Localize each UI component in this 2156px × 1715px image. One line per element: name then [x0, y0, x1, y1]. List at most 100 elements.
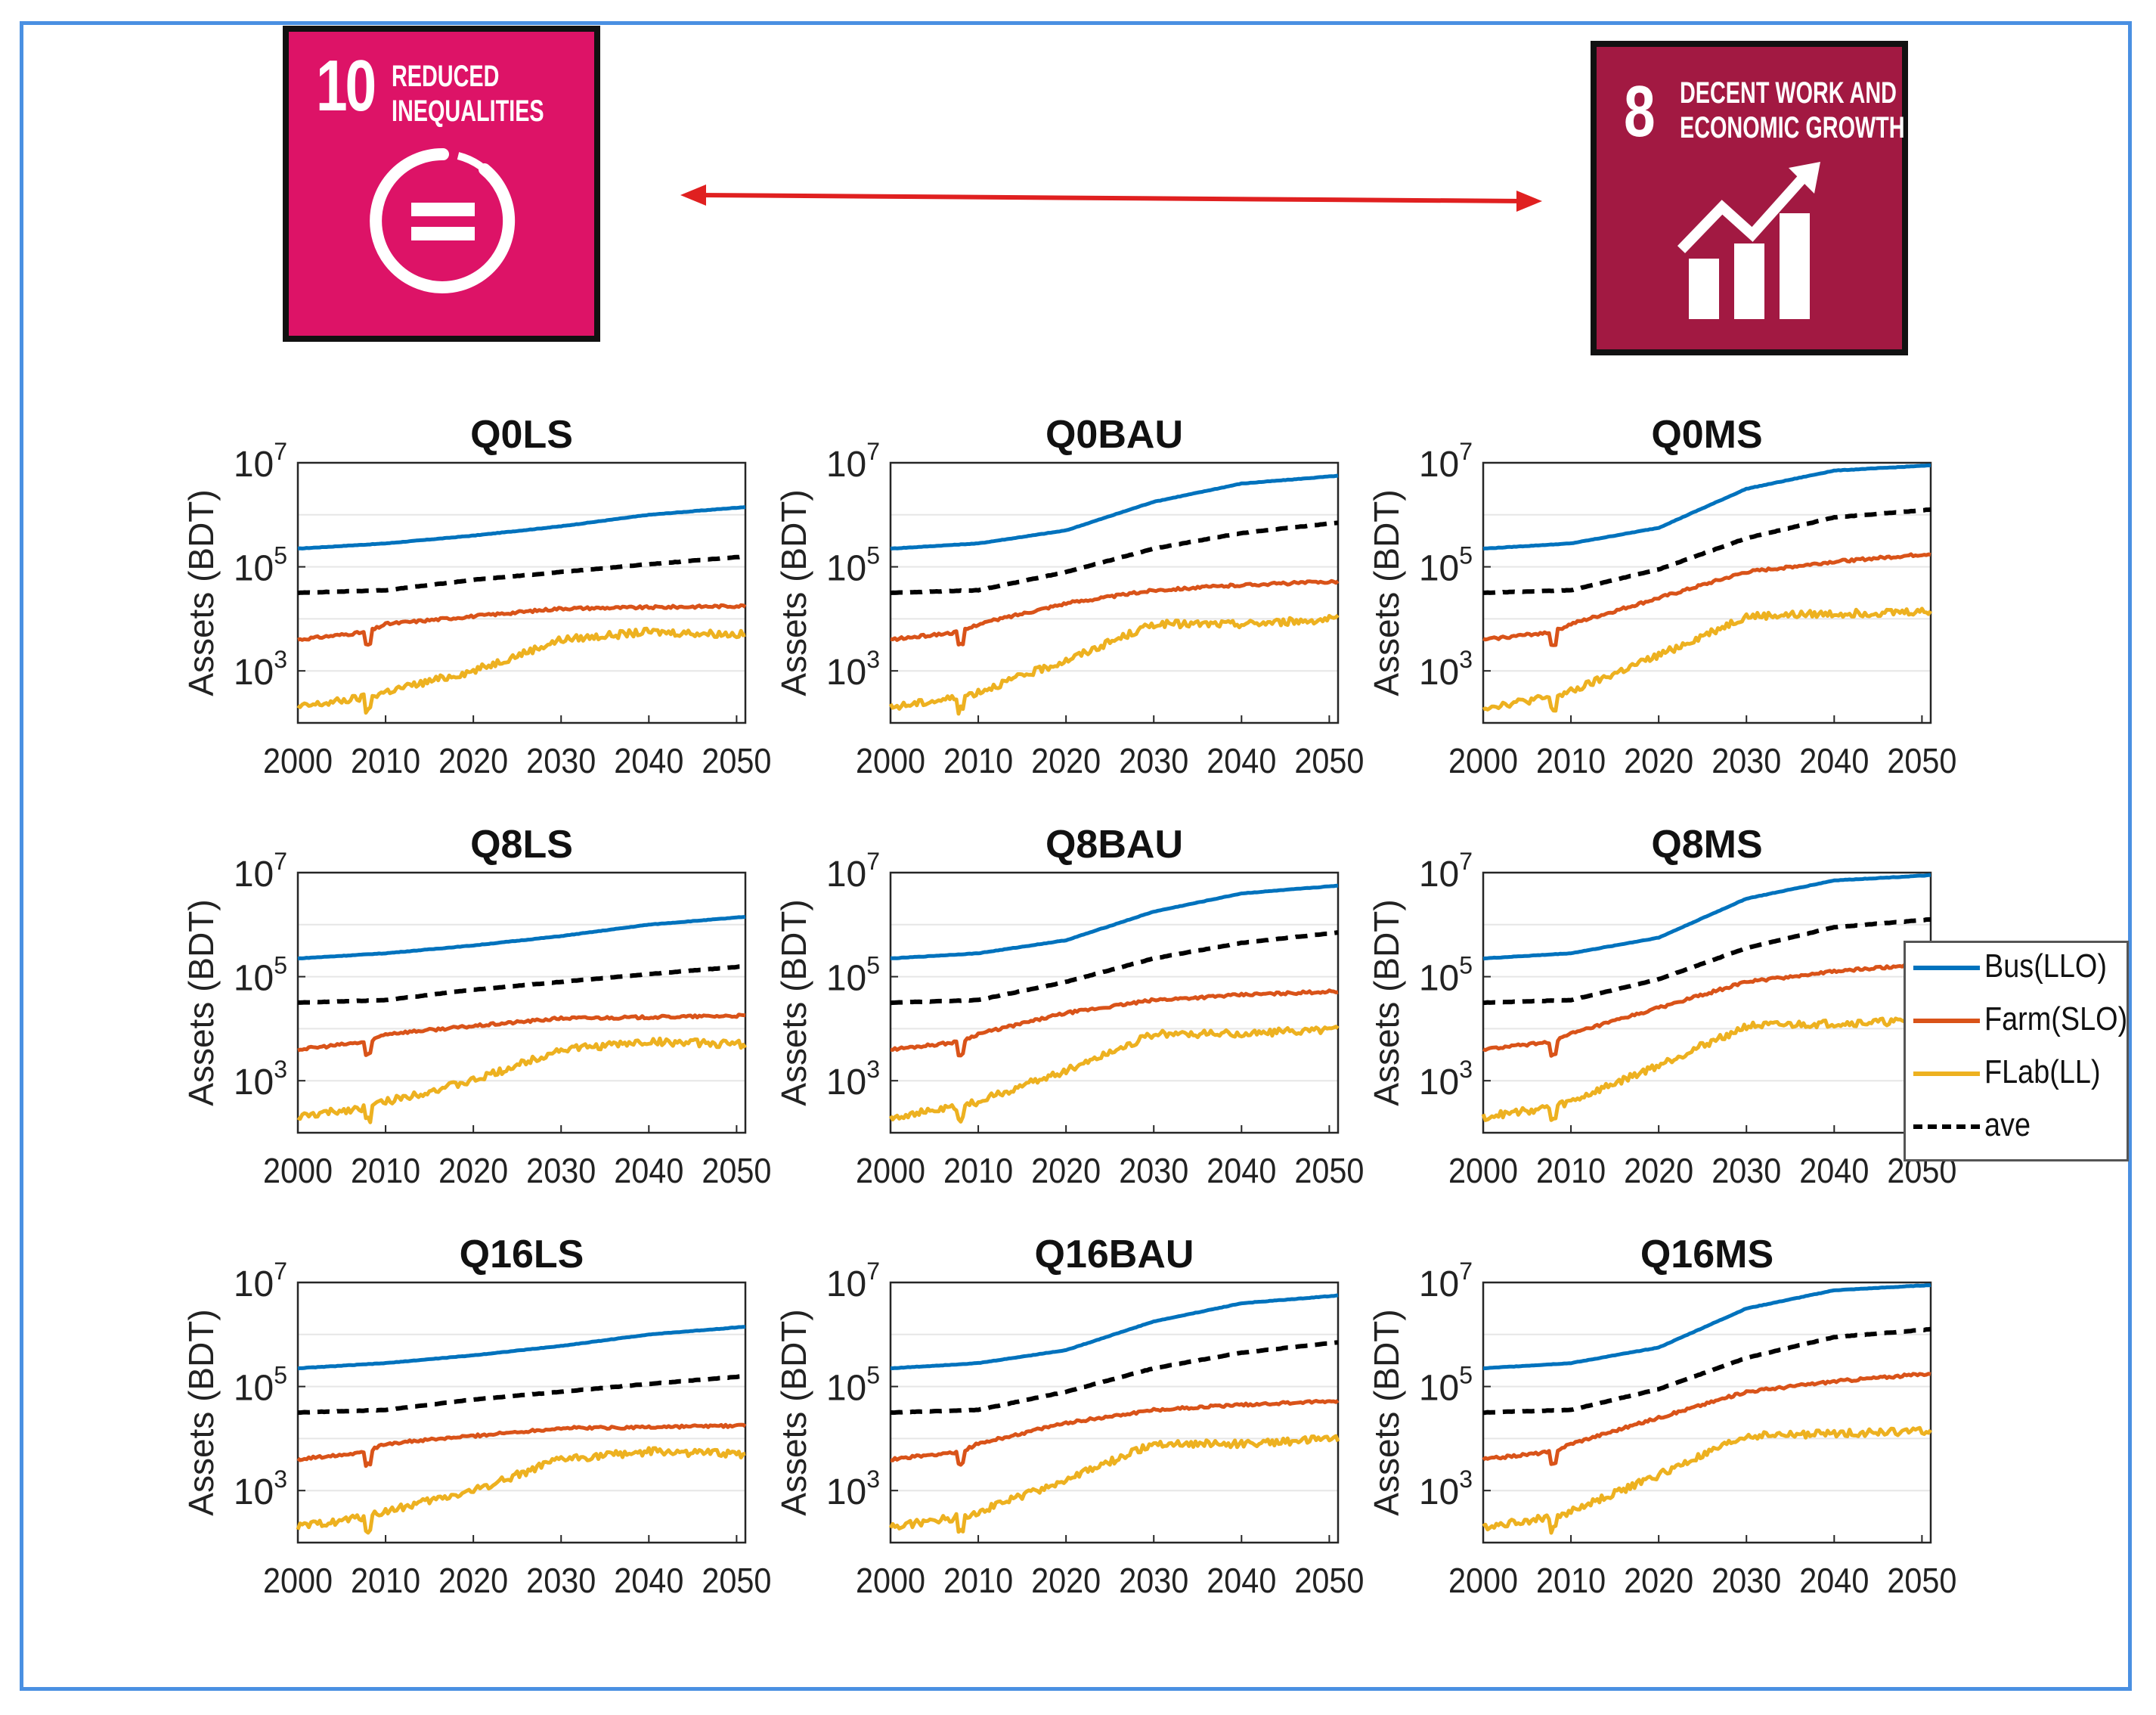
x-tick-label: 2050 [702, 1561, 771, 1601]
chart-title: Q16LS [460, 1233, 584, 1276]
x-tick-label: 2050 [702, 1152, 771, 1191]
x-tick-label: 2040 [1799, 1561, 1869, 1601]
legend-swatch-bus [1913, 966, 1980, 970]
x-tick-label: 2040 [614, 742, 683, 781]
y-tick-exponent: 3 [274, 646, 287, 673]
y-axis-label: Assets (BDT) [1367, 489, 1406, 696]
y-tick-exponent: 7 [1459, 1258, 1473, 1285]
y-tick-label: 103 [1419, 646, 1473, 693]
y-tick-exponent: 3 [866, 1056, 880, 1083]
y-tick-exponent: 7 [866, 848, 880, 875]
equals-circle-icon [370, 147, 516, 293]
y-tick-exponent: 7 [1459, 438, 1473, 465]
series-ave [297, 963, 746, 1005]
x-tick-label: 2020 [438, 1152, 508, 1191]
legend: Bus(LLO) Farm(SLO) FLab(LL) ave [1904, 941, 2129, 1161]
y-tick-exponent: 5 [1459, 1362, 1473, 1389]
y-tick-exponent: 5 [866, 1362, 880, 1389]
sdg10-title-line1: REDUCED [392, 60, 500, 93]
x-tick-label: 2020 [1624, 1152, 1693, 1191]
y-tick-label: 107 [1419, 438, 1473, 485]
chart-title: Q8LS [470, 823, 573, 867]
x-tick-label: 2000 [263, 742, 333, 781]
y-tick-exponent: 3 [866, 1465, 880, 1493]
series-farmslo [1482, 1372, 1931, 1466]
series-busllo [1482, 463, 1931, 551]
y-tick-label: 103 [826, 1056, 880, 1102]
y-tick-exponent: 5 [866, 952, 880, 979]
x-tick-label: 2000 [1448, 1152, 1518, 1191]
y-tick-label: 103 [826, 1465, 880, 1512]
x-tick-label: 2010 [351, 1152, 420, 1191]
x-tick-label: 2040 [1799, 742, 1869, 781]
y-tick-exponent: 5 [274, 952, 287, 979]
chart-title: Q0MS [1651, 413, 1762, 457]
y-axis-label: Assets (BDT) [181, 489, 221, 696]
series-farmslo [891, 1399, 1340, 1467]
chart-q8bau: Q8BAU Assets (BDT) 103 105 107 2000 2010 2020 20… [774, 823, 1364, 1191]
y-tick-exponent: 5 [866, 542, 880, 569]
series-farmslo [296, 1422, 747, 1468]
legend-item-bus: Bus(LLO) [1912, 944, 2123, 990]
x-tick-label: 2020 [1031, 742, 1101, 781]
sdg10-title: REDUCED INEQUALITIES [392, 59, 544, 129]
y-tick-label: 105 [234, 1362, 287, 1409]
y-tick-label: 103 [1419, 1056, 1473, 1102]
x-tick-label: 2010 [943, 1561, 1013, 1601]
chart-q0ms: Q0MS Assets (BDT) 103 105 107 2000 2010 2020 203… [1367, 413, 1956, 781]
x-tick-label: 2030 [1711, 1152, 1781, 1191]
x-tick-label: 2010 [1536, 1561, 1606, 1601]
x-tick-label: 2030 [1711, 742, 1781, 781]
chart-q0ls: Q0LS Assets (BDT) 103 105 107 2000 2010 2020 203… [181, 413, 771, 781]
series-busllo [891, 1293, 1339, 1370]
sdg8-tile: 8 DECENT WORK AND ECONOMIC GROWTH [1591, 41, 1908, 355]
x-tick-label: 2030 [526, 1561, 596, 1601]
series-busllo [297, 505, 746, 550]
y-axis-label: Assets (BDT) [774, 899, 813, 1106]
y-tick-label: 103 [234, 646, 287, 693]
chart-title: Q8MS [1651, 823, 1762, 867]
x-tick-label: 2030 [1119, 1152, 1188, 1191]
series-busllo [297, 1325, 746, 1371]
x-tick-label: 2000 [1448, 742, 1518, 781]
y-tick-label: 107 [1419, 848, 1473, 895]
sdg8-title-line2: ECONOMIC GROWTH [1680, 111, 1905, 144]
x-tick-label: 2000 [1448, 1561, 1518, 1601]
y-tick-exponent: 7 [274, 848, 287, 875]
series-farmslo [890, 988, 1339, 1058]
x-tick-label: 2040 [614, 1561, 683, 1601]
series-ave [297, 1373, 746, 1416]
series-busllo [1482, 873, 1931, 961]
y-tick-exponent: 7 [1459, 848, 1473, 875]
y-tick-label: 107 [826, 438, 880, 485]
y-tick-exponent: 7 [866, 438, 880, 465]
series-busllo [890, 473, 1339, 551]
chart-q0bau: Q0BAU Assets (BDT) 103 105 107 2000 2010 2020 20… [774, 413, 1364, 781]
sdg10-tile: 10 REDUCED INEQUALITIES [283, 26, 600, 342]
y-tick-label: 105 [234, 952, 287, 999]
x-tick-label: 2050 [1294, 1152, 1364, 1191]
series-flabll [296, 1446, 746, 1535]
series-busllo [1482, 1282, 1931, 1370]
y-axis-label: Assets (BDT) [1367, 1309, 1406, 1515]
series-ave [890, 930, 1339, 1006]
x-tick-label: 2040 [1207, 1561, 1276, 1601]
y-axis-label: Assets (BDT) [181, 899, 221, 1106]
series-flabll [1482, 1425, 1933, 1535]
series-flabll [888, 1434, 1340, 1534]
chart-title: Q16BAU [1035, 1233, 1194, 1276]
y-tick-exponent: 3 [1459, 646, 1473, 673]
y-tick-label: 105 [1419, 952, 1473, 999]
x-tick-label: 2050 [1294, 1561, 1364, 1601]
series-flabll [296, 626, 746, 715]
x-tick-label: 2000 [856, 1561, 925, 1601]
y-tick-label: 107 [826, 1258, 880, 1304]
x-tick-label: 2050 [702, 742, 771, 781]
y-tick-label: 105 [1419, 1362, 1473, 1409]
y-tick-label: 107 [826, 848, 880, 895]
y-tick-exponent: 3 [1459, 1465, 1473, 1493]
y-tick-exponent: 7 [274, 438, 287, 465]
y-tick-label: 105 [826, 952, 880, 999]
y-tick-label: 107 [1419, 1258, 1473, 1304]
x-tick-label: 2000 [856, 1152, 925, 1191]
